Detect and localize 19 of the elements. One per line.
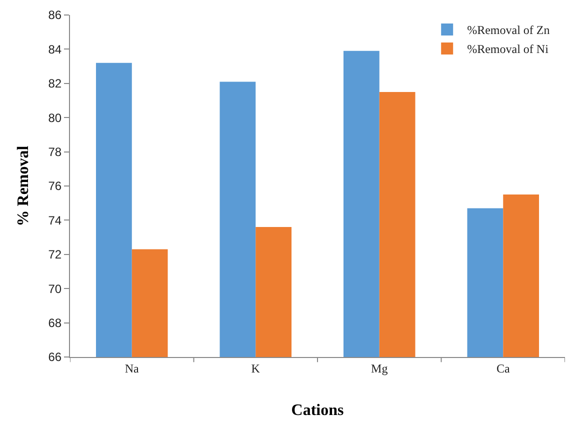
y-tick-label: 74 bbox=[48, 213, 62, 228]
y-tick-label: 84 bbox=[48, 42, 62, 56]
y-tick-label: 82 bbox=[48, 76, 62, 91]
y-tick-label: 70 bbox=[48, 282, 62, 296]
x-tick-label: K bbox=[251, 361, 260, 376]
y-tick-label: 78 bbox=[48, 145, 62, 159]
y-tick-label: 76 bbox=[48, 179, 62, 194]
y-tick-label: 66 bbox=[48, 350, 62, 364]
y-tick-label: 68 bbox=[48, 316, 62, 330]
legend-label: %Removal of Zn bbox=[467, 23, 550, 38]
y-axis-title: % Removal bbox=[15, 145, 32, 226]
x-tick-label: Ca bbox=[496, 361, 510, 376]
x-tick-label: Mg bbox=[371, 361, 388, 376]
y-tick-label: 86 bbox=[48, 8, 62, 22]
x-axis-title: Cations bbox=[291, 402, 344, 419]
y-tick-label: 72 bbox=[48, 248, 62, 262]
legend-label: %Removal of Ni bbox=[467, 42, 550, 56]
y-tick-label: 80 bbox=[48, 110, 62, 125]
x-tick-label: Na bbox=[124, 361, 140, 376]
